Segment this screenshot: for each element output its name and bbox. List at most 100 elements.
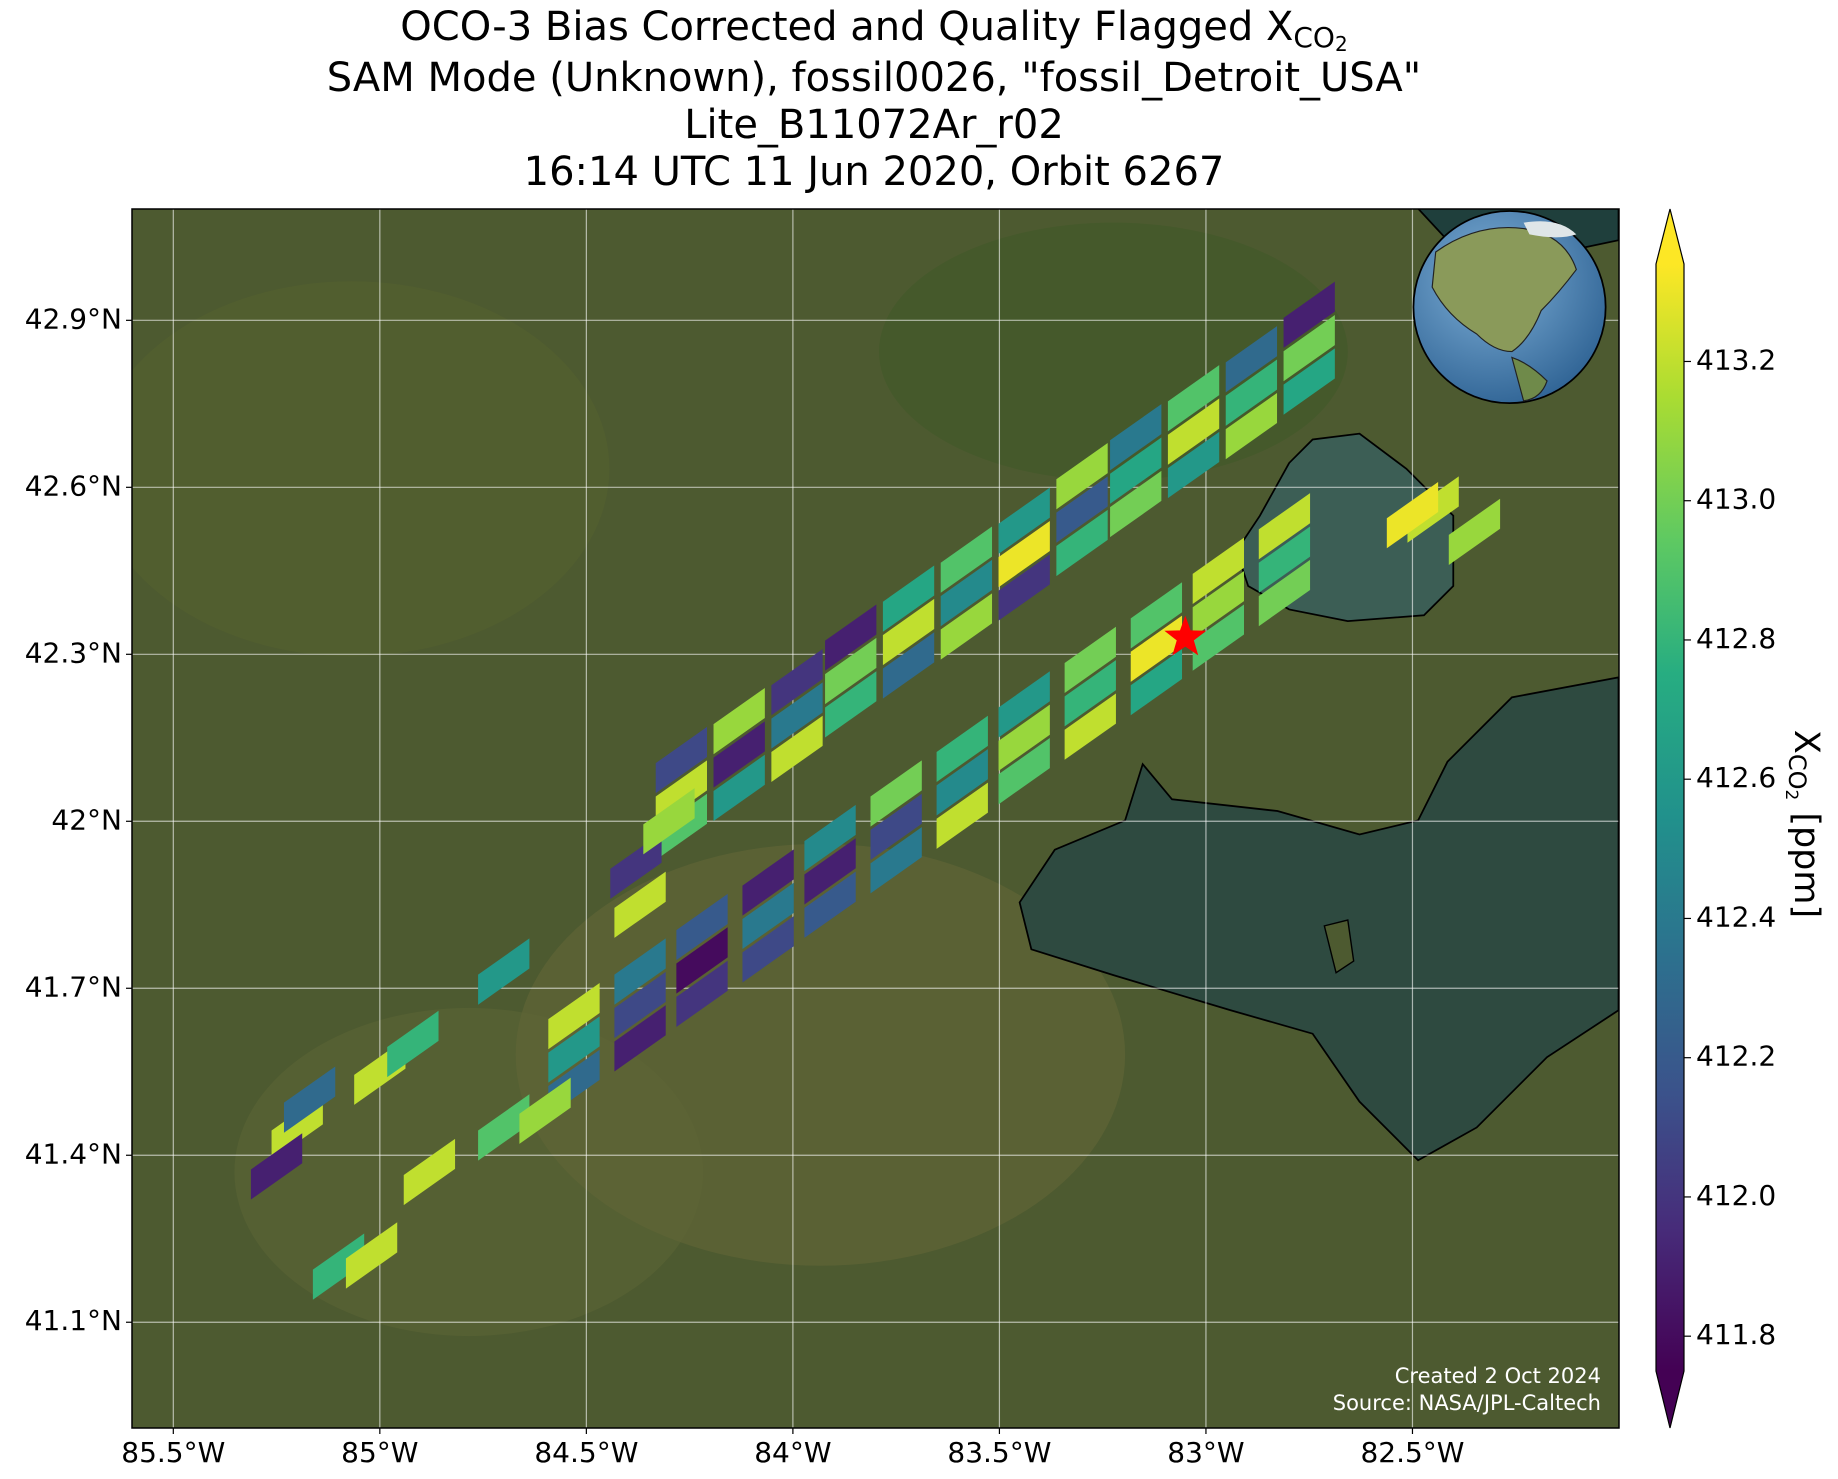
sounding bbox=[614, 871, 666, 938]
colorbar-tick-label: 412.4 bbox=[1696, 900, 1776, 933]
colorbar: 413.2 413.0 412.8 412.6 412.4 412.2 412.0 411.8 bbox=[1655, 208, 1776, 1429]
sounding bbox=[742, 916, 794, 983]
sounding bbox=[1225, 359, 1278, 426]
chart-title: OCO-3 Bias Corrected and Quality Flagged… bbox=[400, 4, 1347, 56]
sounding bbox=[998, 520, 1050, 588]
sounding bbox=[882, 565, 935, 632]
sounding bbox=[1258, 559, 1311, 627]
colorbar-tick-label: 412.6 bbox=[1696, 761, 1776, 794]
x-tick-label: 83.5°W bbox=[947, 1436, 1051, 1469]
sounding bbox=[998, 487, 1050, 554]
colorbar-extend bbox=[1656, 209, 1684, 264]
sounding bbox=[1130, 648, 1183, 716]
sounding bbox=[548, 1016, 600, 1083]
sounding bbox=[655, 726, 708, 794]
subtitle: 16:14 UTC 11 Jun 2020, Orbit 6267 bbox=[524, 149, 1225, 195]
y-tick-label: 42.3°N bbox=[25, 636, 122, 669]
sounding bbox=[1130, 582, 1183, 649]
sounding bbox=[1225, 326, 1278, 393]
sounding bbox=[713, 687, 765, 755]
sounding bbox=[940, 559, 993, 627]
inset-globe bbox=[1412, 210, 1607, 405]
sounding bbox=[614, 971, 666, 1039]
target-marker bbox=[1164, 615, 1207, 656]
sounding bbox=[1110, 437, 1162, 504]
y-tick-label: 42.6°N bbox=[25, 469, 122, 502]
land-patch bbox=[132, 281, 610, 657]
basemap bbox=[132, 209, 1619, 1428]
sounding bbox=[345, 1222, 398, 1289]
sounding bbox=[643, 788, 695, 855]
sounding bbox=[1225, 392, 1278, 460]
sounding bbox=[870, 793, 922, 860]
y-tick-label: 41.1°N bbox=[25, 1304, 122, 1337]
colorbar-tick-label: 412.0 bbox=[1696, 1179, 1776, 1212]
colorbar-label-unit: [ppm] bbox=[1786, 812, 1826, 918]
colorbar-tick-label: 412.2 bbox=[1696, 1040, 1776, 1073]
sounding bbox=[998, 738, 1050, 805]
sounding bbox=[1167, 431, 1220, 499]
basemap-features bbox=[132, 209, 1619, 1337]
sounding bbox=[1056, 509, 1108, 577]
sounding bbox=[1258, 526, 1311, 593]
sounding bbox=[1167, 398, 1220, 465]
sounding bbox=[804, 804, 856, 872]
sounding bbox=[870, 760, 922, 827]
credit: Source: NASA/JPL-Caltech bbox=[1333, 1391, 1601, 1415]
sounding bbox=[548, 982, 600, 1050]
x-tick-label: 82.5°W bbox=[1360, 1436, 1464, 1469]
sounding bbox=[614, 1005, 666, 1072]
sounding bbox=[283, 1066, 336, 1133]
sounding bbox=[478, 938, 530, 1005]
sounding bbox=[1110, 404, 1162, 471]
sounding bbox=[676, 893, 728, 961]
sounding bbox=[1192, 571, 1244, 638]
sounding bbox=[870, 827, 922, 894]
sounding bbox=[312, 1233, 365, 1300]
colorbar-outline bbox=[1655, 208, 1685, 1429]
sounding bbox=[1283, 315, 1335, 382]
sounding bbox=[742, 849, 794, 916]
sounding bbox=[804, 871, 856, 938]
sounding bbox=[1258, 493, 1311, 560]
sounding bbox=[936, 782, 988, 849]
sounding bbox=[998, 671, 1050, 738]
map-frame bbox=[131, 208, 1620, 1429]
x-tick-label: 84.5°W bbox=[534, 1436, 638, 1469]
target-layer bbox=[1164, 615, 1207, 656]
colorbar-label-subscript: 2 bbox=[1781, 789, 1801, 800]
colorbar-tick-label: 411.8 bbox=[1696, 1318, 1776, 1351]
colorbar-label-text: X bbox=[1786, 730, 1826, 754]
title-text: OCO-3 Bias Corrected and Quality Flagged… bbox=[400, 4, 1293, 50]
sounding bbox=[1167, 365, 1220, 432]
colorbar-label: XCO2 [ppm] bbox=[1781, 730, 1826, 918]
title-subscript: CO bbox=[1293, 21, 1335, 54]
sounding bbox=[614, 938, 666, 1005]
sounding bbox=[676, 960, 728, 1027]
y-tick-label: 41.4°N bbox=[25, 1137, 122, 1170]
sounding bbox=[403, 1138, 456, 1206]
sounding bbox=[1386, 482, 1439, 549]
sounding bbox=[882, 598, 935, 666]
sounding bbox=[882, 632, 935, 699]
sounding bbox=[940, 526, 993, 593]
y-tick-label: 41.7°N bbox=[25, 970, 122, 1003]
subtitle: Lite_B11072Ar_r02 bbox=[684, 102, 1064, 148]
sounding bbox=[713, 754, 765, 822]
sounding bbox=[771, 648, 823, 716]
sounding bbox=[742, 882, 794, 950]
colorbar-tick-label: 412.8 bbox=[1696, 622, 1776, 655]
sounding bbox=[1056, 476, 1108, 543]
sounding bbox=[825, 671, 877, 738]
soundings bbox=[250, 281, 1501, 1300]
sounding bbox=[771, 715, 823, 783]
sounding bbox=[998, 704, 1050, 771]
axes: 85.5°W 85°W 84.5°W 84°W 83.5°W 83°W 82.5°W 42.9… bbox=[25, 302, 1465, 1469]
sounding bbox=[1283, 281, 1335, 348]
colorbar-body bbox=[1656, 264, 1684, 1371]
sounding bbox=[1192, 537, 1244, 604]
sounding bbox=[936, 749, 988, 816]
